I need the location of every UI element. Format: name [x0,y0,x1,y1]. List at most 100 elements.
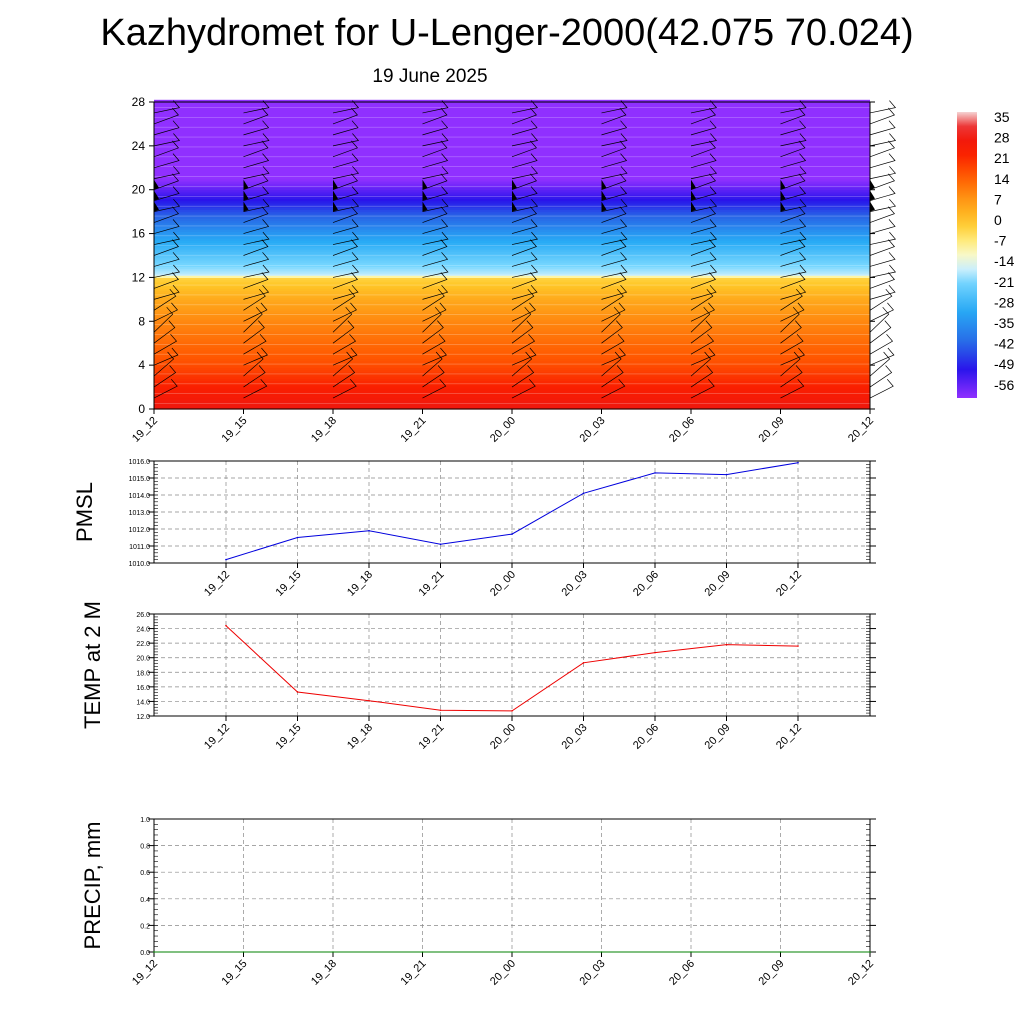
x-tick-label: 19_21 [417,722,447,752]
wind-barb [601,120,628,136]
wind-barb [332,272,358,289]
wind-barb [780,166,807,180]
wind-barb [690,284,717,300]
wind-barb [780,306,800,333]
wind-barb [422,347,447,366]
wind-barb [332,347,358,366]
y-tick-label: 0.2 [140,923,150,930]
wind-barb [422,120,449,136]
wind-barb [780,284,807,300]
wind-barb [243,252,270,267]
y-tick-label: 20.0 [136,656,150,663]
wind-barb [601,284,628,300]
x-tick-label: 20_06 [631,722,661,752]
wind-barb-flag [154,179,159,190]
temperature-band [154,128,870,132]
temperature-band [154,253,870,257]
data-point [511,533,513,535]
colorbar-label: 35 [994,109,1010,125]
plot-frame [153,613,871,717]
temp-panel: 12.0 14.0 16.0 18.0 20.0 22.0 24.0 26.0 19_12 19_… [80,601,876,752]
wind-barb [601,186,628,202]
temperature-band [154,161,870,164]
wind-barb [153,264,181,278]
wind-barb [153,284,180,300]
wind-barb [243,351,264,377]
temperature-band [154,165,870,169]
temperature-band [154,251,870,254]
wind-barb [690,231,718,245]
temperature-band [154,292,870,296]
wind-barb [422,107,448,125]
temperature-band [154,325,870,329]
wind-barb [422,365,445,388]
wind-barb [243,153,270,169]
temperature-band [154,102,870,105]
wind-barb [780,140,806,158]
data-point [511,951,513,953]
wind-barb-flag [422,179,428,190]
data-point [654,651,656,654]
wind-barb [153,288,177,311]
wind-barb [601,198,628,212]
x-tick-label: 20_00 [488,569,518,599]
wind-barb [690,264,718,278]
wind-barb [153,166,181,180]
x-tick-label: 19_21 [399,415,429,445]
temperature-band [154,389,870,393]
colorbar-label: -56 [994,377,1014,393]
temperature-band [154,356,870,360]
wind-barb [243,239,269,256]
temperature-band [154,231,870,235]
wind-barb [153,333,178,355]
y-tick-label: 12.0 [136,714,150,721]
temperature-band [154,174,870,178]
wind-barb [869,333,894,355]
wind-barb [422,378,447,399]
wind-barb [780,100,807,114]
wind-barb [690,198,718,212]
wind-barb [511,333,536,355]
wind-barb [780,252,807,267]
x-tick-label: 20_06 [631,569,661,599]
x-tick-label: 19_18 [309,958,339,988]
wind-barb [422,306,442,333]
temperature-band [154,343,870,347]
wind-barb [243,333,267,355]
temperature-band [154,305,870,309]
wind-barb [511,351,533,377]
wind-barb [601,351,622,377]
temperature-band [154,371,870,375]
temperature-band [154,213,870,217]
wind-barb [422,284,449,300]
temperature-band [154,277,870,281]
x-tick-label: 20_12 [774,722,804,752]
wind-barb-flag [243,190,249,201]
x-tick-label: 19_21 [399,958,429,988]
colorbar-label: 7 [994,191,1002,207]
wind-barb [780,302,805,322]
wind-barb [869,219,896,234]
wind-barb [511,153,538,169]
wind-barb [422,351,443,377]
y-tick-label: 0.4 [140,897,150,904]
wind-barb [869,284,896,300]
wind-barb [243,347,268,366]
wind-barb [780,378,805,399]
temperature-band [154,264,870,268]
temperature-band [154,163,870,167]
colorbar-label: -28 [994,294,1014,310]
temperature-band [154,141,870,145]
x-tick-label: 19_15 [274,722,304,752]
wind-barb [869,133,897,147]
wind-barb [780,219,807,234]
data-point [779,951,782,953]
wind-barb-flag [422,190,428,201]
wind-barb-flag [691,190,696,201]
wind-barb [690,120,717,136]
x-tick-label: 20_00 [488,415,518,445]
temperature-band [154,365,870,368]
wind-barb [153,351,175,377]
wind-barb [780,347,805,366]
